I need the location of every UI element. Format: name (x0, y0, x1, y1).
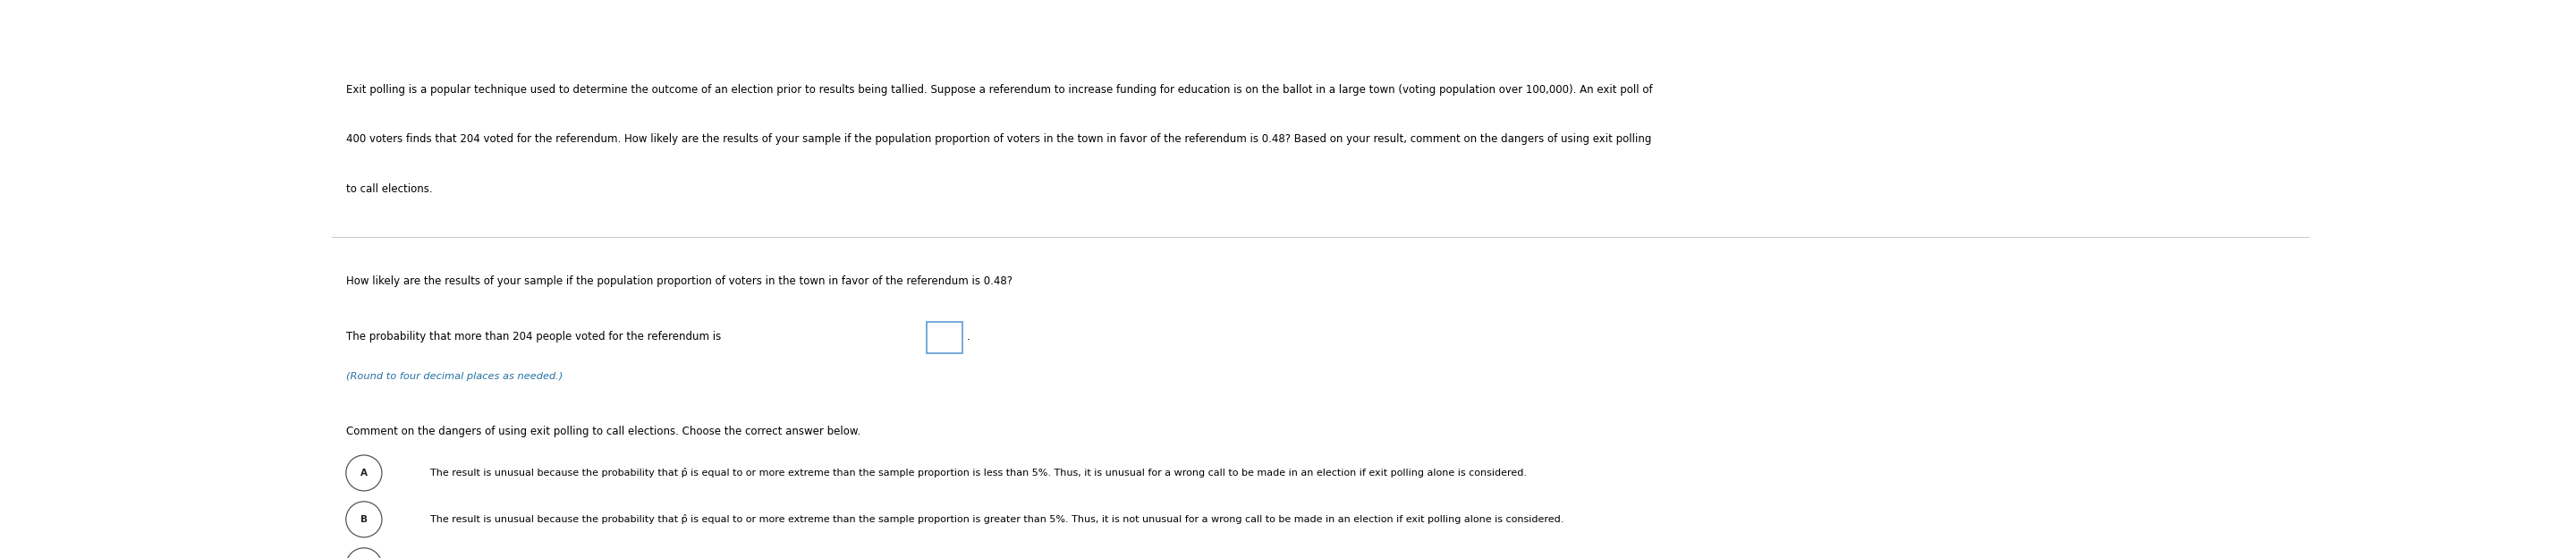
Text: Comment on the dangers of using exit polling to call elections. Choose the corre: Comment on the dangers of using exit pol… (345, 426, 860, 437)
Text: (Round to four decimal places as needed.): (Round to four decimal places as needed.… (345, 372, 562, 381)
Text: 400 voters finds that 204 voted for the referendum. How likely are the results o: 400 voters finds that 204 voted for the … (345, 133, 1651, 145)
Text: The probability that more than 204 people voted for the referendum is: The probability that more than 204 peopl… (345, 331, 721, 343)
Text: .: . (966, 331, 971, 343)
Text: The result is unusual because the probability that p̂ is equal to or more extrem: The result is unusual because the probab… (430, 468, 1528, 478)
Text: Exit polling is a popular technique used to determine the outcome of an election: Exit polling is a popular technique used… (345, 84, 1651, 96)
Text: B: B (361, 515, 368, 524)
Text: to call elections.: to call elections. (345, 183, 433, 195)
FancyBboxPatch shape (927, 322, 963, 353)
Text: How likely are the results of your sample if the population proportion of voters: How likely are the results of your sampl… (345, 275, 1012, 287)
Text: A: A (361, 469, 368, 478)
Text: The result is unusual because the probability that p̂ is equal to or more extrem: The result is unusual because the probab… (430, 514, 1564, 525)
